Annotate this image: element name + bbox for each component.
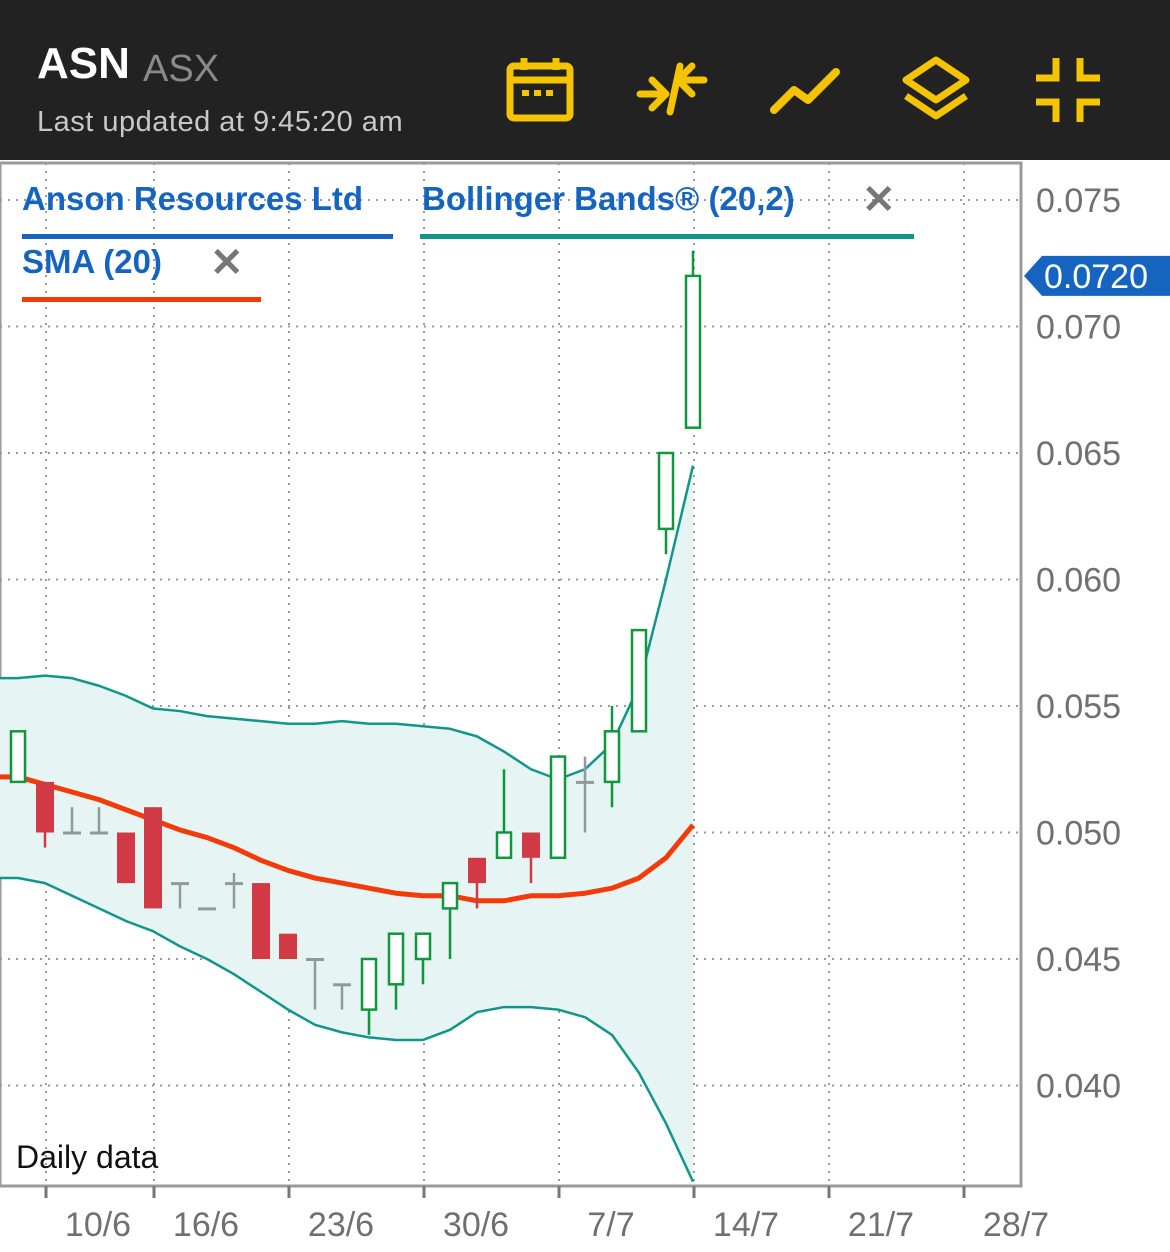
- y-tick-label: 0.040: [1036, 1068, 1121, 1106]
- x-tick-label: 21/7: [848, 1206, 914, 1244]
- candle-body[interactable]: [36, 781, 54, 833]
- candle-body[interactable]: [63, 831, 81, 835]
- candle-body[interactable]: [630, 628, 648, 733]
- legend-bollinger-line: [420, 234, 914, 239]
- line-chart-icon[interactable]: [766, 50, 846, 130]
- candle-body[interactable]: [333, 983, 351, 987]
- candle-body[interactable]: [495, 831, 513, 860]
- candle-body[interactable]: [684, 274, 702, 429]
- exchange-code: ASX: [143, 48, 220, 90]
- candle-body[interactable]: [549, 755, 567, 860]
- price-chart[interactable]: 0.075 0.070 0.065 0.060 0.055 0.050 0.045 0.040…: [0, 160, 1170, 1252]
- candle-body[interactable]: [144, 807, 162, 909]
- layers-icon[interactable]: [896, 50, 976, 130]
- candle-body[interactable]: [279, 933, 297, 959]
- candle-body[interactable]: [414, 932, 432, 961]
- legend-security-line: [22, 234, 393, 239]
- candle-body[interactable]: [117, 832, 135, 884]
- candle-body[interactable]: [225, 882, 243, 886]
- bollinger-lower-line: [0, 876, 695, 1183]
- x-tick-label: 14/7: [713, 1206, 779, 1244]
- ticker-symbol: ASN: [37, 39, 130, 88]
- compare-icon[interactable]: [632, 50, 712, 130]
- last-updated-text: Last updated at 9:45:20 am: [37, 106, 404, 138]
- candle-body[interactable]: [522, 832, 540, 858]
- x-tick-label: 16/6: [173, 1206, 239, 1244]
- last-price-label: 0.0720: [1044, 258, 1148, 296]
- candle-body[interactable]: [603, 730, 621, 784]
- last-price-marker: [1024, 255, 1170, 296]
- x-tick-label: 28/7: [983, 1206, 1049, 1244]
- collapse-icon[interactable]: [1028, 50, 1108, 130]
- plot-area[interactable]: [0, 161, 1023, 1188]
- legend-bollinger-label[interactable]: Bollinger Bands® (20,2): [422, 180, 795, 217]
- app-header: ASN ASX Last updated at 9:45:20 am: [0, 0, 1170, 160]
- y-tick-label: 0.065: [1036, 435, 1121, 473]
- calendar-icon[interactable]: [500, 50, 580, 130]
- x-tick-label: 30/6: [443, 1206, 509, 1244]
- y-tick-label: 0.055: [1036, 688, 1121, 726]
- bollinger-upper-line: [0, 465, 695, 781]
- bollinger-band-fill: [0, 465, 693, 1182]
- candle-body[interactable]: [90, 831, 108, 835]
- y-tick-label: 0.070: [1036, 309, 1121, 347]
- candle-body[interactable]: [9, 730, 27, 784]
- remove-bollinger-close-icon[interactable]: ✕: [862, 178, 896, 222]
- candle-body[interactable]: [468, 857, 486, 884]
- candle-body[interactable]: [306, 958, 324, 961]
- x-tick-label: 7/7: [587, 1206, 634, 1244]
- candle-body[interactable]: [198, 907, 216, 911]
- candle-body[interactable]: [441, 881, 459, 910]
- sma-20-line: [0, 774, 695, 904]
- y-tick-label: 0.050: [1036, 815, 1121, 853]
- y-tick-label: 0.060: [1036, 562, 1121, 600]
- candle-body[interactable]: [657, 451, 675, 531]
- y-tick-label: 0.045: [1036, 941, 1121, 979]
- y-tick-label: 0.075: [1036, 182, 1121, 220]
- x-tick-label: 23/6: [308, 1206, 374, 1244]
- daily-data-label: Daily data: [16, 1139, 159, 1175]
- legend-sma-label[interactable]: SMA (20): [22, 243, 162, 280]
- remove-sma-close-icon[interactable]: ✕: [210, 241, 244, 285]
- x-tick-label: 10/6: [65, 1206, 131, 1244]
- legend-security-name: Anson Resources Ltd: [22, 180, 364, 217]
- candle-body[interactable]: [360, 957, 378, 1011]
- legend-sma-line: [22, 297, 261, 302]
- candle-body[interactable]: [252, 883, 270, 959]
- candle-body[interactable]: [171, 882, 189, 886]
- candle-body[interactable]: [387, 932, 405, 986]
- candle-body[interactable]: [576, 780, 594, 784]
